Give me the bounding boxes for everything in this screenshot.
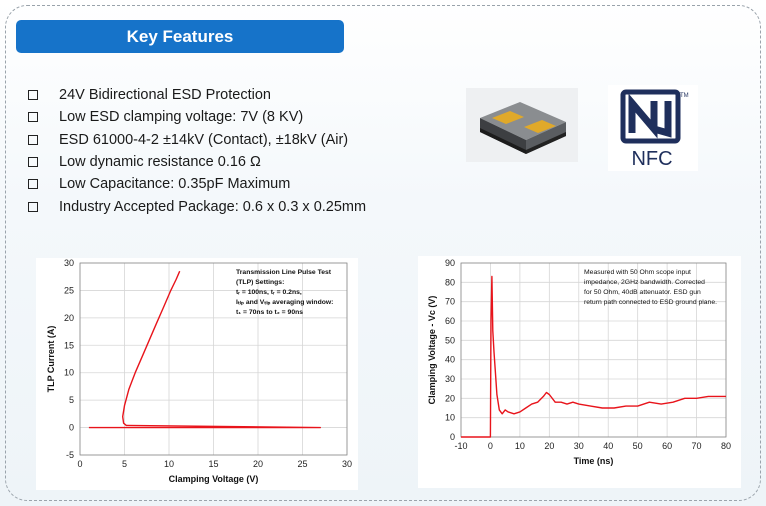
tlp-x-tick-label: 10	[164, 459, 174, 469]
tlp-annotation-line: (TLP) Settings:	[236, 279, 284, 286]
chip-package-image	[466, 88, 578, 162]
nfc-logo: TM NFC	[608, 85, 698, 171]
tlp-x-tick-label: 5	[122, 459, 127, 469]
clamp-y-tick-label: 70	[445, 297, 455, 307]
clamp-y-tick-label: 20	[445, 393, 455, 403]
tlp-y-axis-label: TLP Current (A)	[46, 326, 56, 393]
feature-item: 24V Bidirectional ESD Protection	[28, 84, 366, 106]
tlp-y-tick-label: 0	[69, 423, 74, 433]
clamping-chart: -10 0 10 20 30 40 50 60 70 80 0 10 20 30 40 50 60 70 80 90 T…	[418, 256, 741, 488]
tlp-chart: 0 5 10 15 20 25 30 -5 0 5 10 15 20 25 30 Clamping Volta…	[36, 258, 358, 490]
clamp-x-tick-label: 60	[662, 441, 672, 451]
clamp-y-axis-label: Clamping Voltage - Vᴄ (V)	[427, 296, 437, 405]
slide-frame	[5, 5, 761, 501]
checkbox-bullet-icon	[28, 90, 38, 101]
feature-text: Low Capacitance: 0.35pF Maximum	[59, 176, 291, 193]
nfc-text: NFC	[631, 148, 672, 170]
clamp-annotation-line: return path connected to ESD ground plan…	[584, 299, 717, 306]
checkbox-bullet-icon	[28, 157, 38, 168]
clamp-x-tick-label: 30	[574, 441, 584, 451]
clamp-x-tick-label: 80	[721, 441, 731, 451]
clamp-y-tick-label: 30	[445, 374, 455, 384]
nfc-tm-text: TM	[680, 93, 689, 99]
clamp-x-tick-label: 20	[544, 441, 554, 451]
clamp-y-tick-label: 0	[450, 432, 455, 442]
clamp-x-tick-label: 10	[515, 441, 525, 451]
tlp-annotation-line: Iₜₗₚ and Vₜₗₚ averaging window:	[236, 299, 333, 306]
clamp-x-tick-label: 40	[603, 441, 613, 451]
feature-item: ESD 61000-4-2 ±14kV (Contact), ±18kV (Ai…	[28, 129, 366, 151]
clamp-y-tick-label: 10	[445, 413, 455, 423]
title-banner: Key Features	[16, 20, 344, 53]
tlp-x-tick-label: 25	[297, 459, 307, 469]
clamp-x-tick-label: 50	[633, 441, 643, 451]
feature-item: Industry Accepted Package: 0.6 x 0.3 x 0…	[28, 195, 366, 217]
feature-text: ESD 61000-4-2 ±14kV (Contact), ±18kV (Ai…	[59, 131, 349, 148]
clamp-x-axis-label: Time (ns)	[574, 456, 614, 466]
tlp-x-tick-label: 20	[253, 459, 263, 469]
clamp-x-tick-label: 70	[692, 441, 702, 451]
tlp-y-tick-label: -5	[66, 450, 74, 460]
clamp-y-tick-label: 80	[445, 277, 455, 287]
feature-list: 24V Bidirectional ESD Protection Low ESD…	[28, 84, 366, 218]
tlp-x-axis-label: Clamping Voltage (V)	[169, 474, 259, 484]
clamp-annotation-line: impedance, 2GHz bandwidth. Corrected	[584, 279, 705, 286]
feature-item: Low Capacitance: 0.35pF Maximum	[28, 173, 366, 195]
tlp-y-tick-label: 30	[64, 258, 74, 268]
feature-item: Low ESD clamping voltage: 7V (8 KV)	[28, 106, 366, 128]
clamp-annotation-line: Measured with 50 Ohm scope input	[584, 269, 691, 276]
checkbox-bullet-icon	[28, 134, 38, 145]
clamping-chart-svg: -10 0 10 20 30 40 50 60 70 800102030405060708090T…	[427, 258, 731, 466]
clamp-annotation-line: for 50 Ohm, 40dB attenuator. ESD gun	[584, 289, 701, 296]
tlp-annotation-line: tᵣ = 100ns, tᵣ = 0.2ns,	[236, 289, 302, 296]
clamp-series-line	[461, 275, 726, 438]
clamp-y-tick-label: 50	[445, 335, 455, 345]
clamp-y-tick-label: 60	[445, 316, 455, 326]
feature-text: Low dynamic resistance 0.16 Ω	[59, 154, 261, 171]
feature-text: Low ESD clamping voltage: 7V (8 KV)	[59, 109, 304, 126]
tlp-series-line	[88, 270, 321, 429]
tlp-annotation-line: t₁ = 70ns to t₂ = 90ns	[236, 309, 303, 316]
tlp-y-tick-label: 5	[69, 395, 74, 405]
clamp-plot-area	[460, 262, 727, 438]
checkbox-bullet-icon	[28, 179, 38, 190]
feature-item: Low dynamic resistance 0.16 Ω	[28, 151, 366, 173]
checkbox-bullet-icon	[28, 112, 38, 123]
tlp-x-tick-label: 15	[208, 459, 218, 469]
clamp-y-tick-label: 90	[445, 258, 455, 268]
tlp-x-tick-label: 30	[342, 459, 352, 469]
clamp-y-tick-label: 40	[445, 355, 455, 365]
feature-text: 24V Bidirectional ESD Protection	[59, 87, 271, 104]
clamp-x-tick-label: 0	[488, 441, 493, 451]
feature-text: Industry Accepted Package: 0.6 x 0.3 x 0…	[59, 198, 367, 215]
tlp-y-tick-label: 10	[64, 368, 74, 378]
tlp-y-tick-label: 15	[64, 340, 74, 350]
clamp-x-tick-label: -10	[454, 441, 467, 451]
tlp-y-tick-label: 25	[64, 285, 74, 295]
checkbox-bullet-icon	[28, 201, 38, 212]
tlp-plot-area	[79, 262, 348, 456]
tlp-annotation-line: Transmission Line Pulse Test	[236, 269, 332, 276]
tlp-y-tick-label: 20	[64, 313, 74, 323]
slide-title: Key Features	[126, 26, 234, 46]
tlp-x-tick-label: 0	[77, 459, 82, 469]
